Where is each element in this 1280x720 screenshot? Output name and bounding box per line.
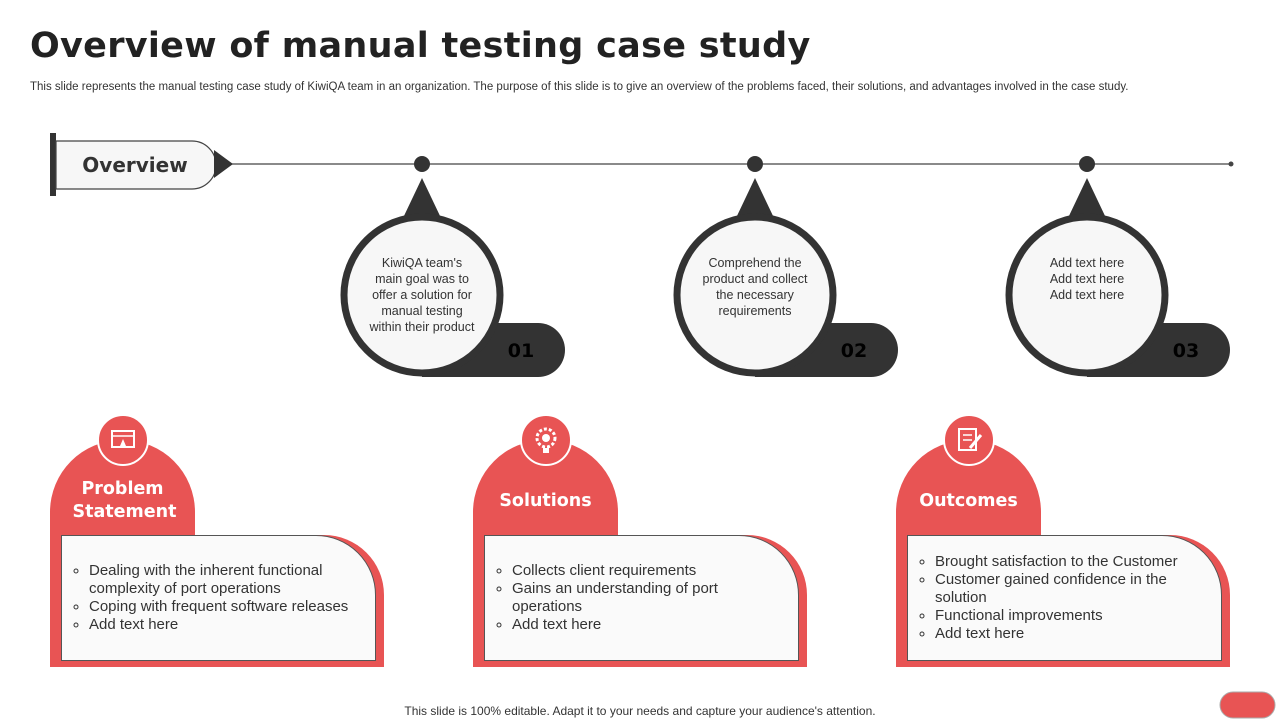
timeline-dot <box>1079 156 1095 172</box>
step-number: 02 <box>841 340 867 362</box>
decor-pill <box>1219 691 1276 719</box>
card-list: Brought satisfaction to the CustomerCust… <box>908 553 1221 643</box>
card-item: Coping with frequent software releases <box>89 598 367 616</box>
card-title: Outcomes <box>896 478 1041 524</box>
icon-glyph <box>535 427 557 453</box>
card-item: Dealing with the inherent functional com… <box>89 562 367 598</box>
step-pointer <box>403 178 441 218</box>
timeline-dot <box>414 156 430 172</box>
card-item: Add text here <box>512 616 790 634</box>
icon-glyph <box>111 430 135 448</box>
step-text: KiwiQA team's main goal was to offer a s… <box>369 256 475 334</box>
footer-note: This slide is 100% editable. Adapt it to… <box>404 704 876 718</box>
card-item: Gains an understanding of port operation… <box>512 580 790 616</box>
card-icon <box>97 414 149 466</box>
step-pointer <box>736 178 774 218</box>
card-body: Dealing with the inherent functional com… <box>61 535 376 661</box>
step-number: 01 <box>508 340 534 362</box>
step-circle <box>340 213 504 377</box>
card-icon <box>943 414 995 466</box>
icon-glyph <box>958 428 983 451</box>
card-item: Collects client requirements <box>512 562 790 580</box>
card-body: Brought satisfaction to the CustomerCust… <box>907 535 1222 661</box>
overview-label: Overview <box>82 153 187 177</box>
card-title: Solutions <box>473 478 618 524</box>
card-title-text: Outcomes <box>919 490 1018 511</box>
slide-title: Overview of manual testing case study <box>30 26 811 66</box>
step-text: Add text here Add text here Add text her… <box>1049 256 1125 302</box>
card-title: Problem Statement <box>50 478 195 524</box>
step-text: Comprehend the product and collect the n… <box>702 256 808 318</box>
step-circle <box>1005 213 1169 377</box>
card-title-text: Solutions <box>499 490 592 511</box>
card-list: Collects client requirementsGains an und… <box>485 562 798 634</box>
card-icon <box>520 414 572 466</box>
card-list: Dealing with the inherent functional com… <box>62 562 375 634</box>
overview-bar <box>50 133 56 196</box>
step-pointer <box>1068 178 1106 218</box>
card-body: Collects client requirementsGains an und… <box>484 535 799 661</box>
step-number: 03 <box>1173 340 1199 362</box>
card-item: Functional improvements <box>935 607 1213 625</box>
card-item: Add text here <box>935 625 1213 643</box>
overview-arrow <box>214 150 233 178</box>
timeline-dot <box>747 156 763 172</box>
card-item: Customer gained confidence in the soluti… <box>935 571 1213 607</box>
timeline-end <box>1228 161 1234 167</box>
step-circle <box>673 213 837 377</box>
slide-subtitle: This slide represents the manual testing… <box>30 81 1129 93</box>
card-item: Brought satisfaction to the Customer <box>935 553 1213 571</box>
card-title-text: Problem Statement <box>72 479 177 522</box>
card-item: Add text here <box>89 616 367 634</box>
